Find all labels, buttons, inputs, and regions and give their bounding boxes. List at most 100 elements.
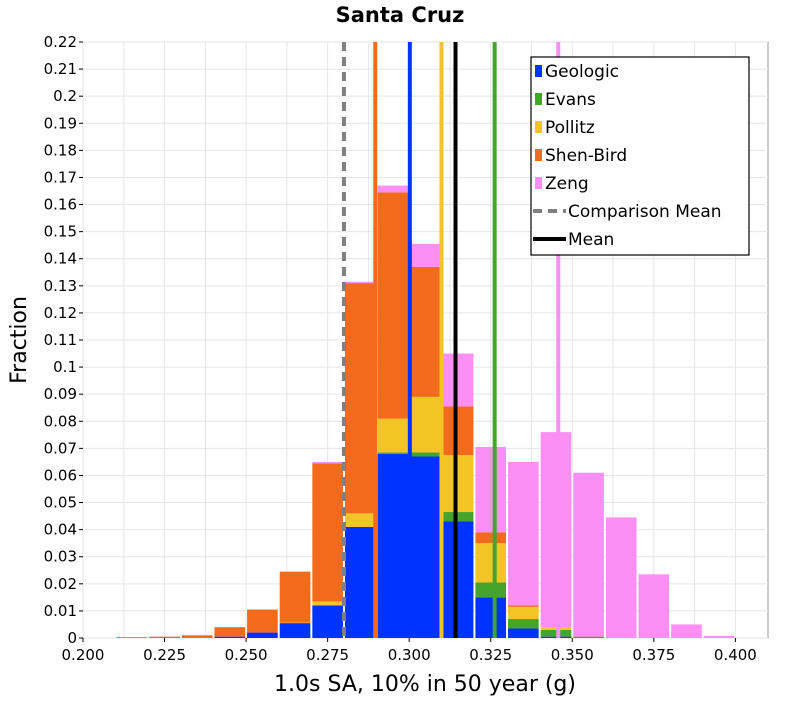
bar-geologic	[279, 623, 311, 638]
bar-shen-bird	[344, 283, 376, 514]
y-axis-label: Fraction	[7, 296, 32, 384]
legend-swatch-evans	[535, 93, 542, 105]
y-axis-ticks: 0 0.01 0.02 0.03 0.04 0.05 0.06 0.07 0.08 0.09 0.1…	[44, 33, 83, 647]
legend-swatch-pollitz	[535, 121, 542, 133]
y-tick-label: 0.21	[44, 60, 77, 78]
bar-shen-bird	[247, 609, 278, 633]
y-tick-label: 0.14	[44, 250, 77, 268]
y-tick-label: 0.04	[44, 521, 77, 539]
legend-label-comparison-mean: Comparison Mean	[568, 202, 722, 222]
bar-pollitz	[508, 606, 539, 620]
y-tick-label: 0.11	[44, 331, 77, 349]
x-tick-label: 0.350	[551, 646, 594, 664]
x-tick-label: 0.325	[469, 646, 512, 664]
bar-shen-bird	[442, 406, 474, 456]
bar-pollitz	[410, 396, 441, 453]
bar-geologic	[540, 636, 572, 638]
mean-lines	[341, 42, 561, 638]
bar-shen-bird	[410, 266, 441, 397]
bar-geologic	[312, 605, 343, 638]
bar-pollitz	[377, 418, 409, 453]
bar-geologic	[247, 632, 278, 638]
bar-zeng	[442, 353, 474, 407]
bars	[116, 185, 735, 638]
bar-geologic	[442, 521, 474, 638]
legend-swatch-shen-bird	[535, 149, 542, 161]
bar-evans	[442, 512, 474, 522]
y-tick-label: 0.06	[44, 466, 77, 484]
x-axis-label: 1.0s SA, 10% in 50 year (g)	[274, 672, 576, 697]
x-tick-label: 0.225	[143, 646, 186, 664]
y-tick-label: 0.07	[44, 439, 77, 457]
bar-zeng	[312, 461, 343, 464]
legend-label-pollitz: Pollitz	[545, 118, 595, 138]
legend-label-evans: Evans	[545, 90, 596, 110]
bar-shen-bird	[116, 637, 148, 638]
y-tick-label: 0.12	[44, 304, 77, 322]
y-tick-label: 0.01	[44, 602, 77, 620]
y-tick-label: 0.05	[44, 494, 77, 512]
legend-box	[530, 56, 750, 256]
y-tick-label: 0.03	[44, 548, 77, 566]
y-tick-label: 0.13	[44, 277, 77, 295]
bar-zeng	[410, 243, 441, 267]
bar-zeng	[540, 432, 572, 628]
y-tick-label: 0.19	[44, 114, 77, 132]
y-tick-label: 0.17	[44, 168, 77, 186]
bar-evans	[508, 619, 539, 629]
legend-label-geologic: Geologic	[545, 62, 619, 82]
y-tick-label: 0.2	[53, 87, 77, 105]
bar-zeng	[638, 574, 670, 638]
bar-zeng	[703, 635, 735, 638]
bar-geologic	[344, 526, 376, 638]
bar-zeng	[671, 624, 702, 638]
y-tick-label: 0.22	[44, 33, 77, 51]
bar-geologic	[214, 636, 246, 638]
x-tick-label: 0.400	[714, 646, 757, 664]
legend-swatch-zeng	[535, 177, 542, 189]
bar-pollitz	[540, 627, 572, 630]
bar-geologic	[410, 456, 441, 638]
bar-pollitz	[475, 543, 507, 583]
x-tick-label: 0.250	[225, 646, 268, 664]
legend-swatch-geologic	[535, 65, 542, 77]
y-tick-label: 0.09	[44, 385, 77, 403]
bar-shen-bird	[279, 571, 311, 623]
x-tick-label: 0.375	[632, 646, 675, 664]
bar-zeng	[508, 461, 539, 606]
y-tick-label: 0.08	[44, 412, 77, 430]
legend-label-mean: Mean	[568, 230, 614, 250]
y-tick-label: 0.18	[44, 141, 77, 159]
bar-shen-bird	[214, 627, 246, 637]
bar-evans	[410, 452, 441, 457]
x-tick-label: 0.200	[62, 646, 105, 664]
y-tick-label: 0.1	[53, 358, 77, 376]
bar-zeng	[344, 281, 376, 284]
bar-geologic	[475, 597, 507, 638]
bar-shen-bird	[312, 463, 343, 602]
bar-evans	[377, 452, 409, 454]
y-tick-label: 0.02	[44, 575, 77, 593]
y-tick-label: 0	[67, 629, 77, 647]
bar-evans	[475, 582, 507, 598]
legend-label-zeng: Zeng	[545, 174, 589, 194]
y-tick-label: 0.16	[44, 196, 77, 214]
bar-pollitz	[312, 601, 343, 606]
bar-pollitz	[344, 513, 376, 527]
bar-geologic	[377, 453, 409, 638]
x-tick-label: 0.300	[388, 646, 431, 664]
bar-geologic	[508, 628, 539, 638]
x-axis-ticks: 0.200 0.225 0.250 0.275 0.300 0.325 0.350 0.375…	[62, 638, 757, 664]
bar-shen-bird	[377, 192, 409, 419]
bar-shen-bird	[181, 635, 213, 638]
bar-evans	[540, 629, 572, 637]
x-tick-label: 0.275	[306, 646, 349, 664]
chart-title: Santa Cruz	[336, 3, 465, 27]
bar-zeng	[475, 447, 507, 533]
bar-zeng	[377, 185, 409, 193]
bar-shen-bird	[508, 605, 539, 607]
bar-shen-bird	[475, 532, 507, 544]
bar-shen-bird	[149, 636, 180, 638]
